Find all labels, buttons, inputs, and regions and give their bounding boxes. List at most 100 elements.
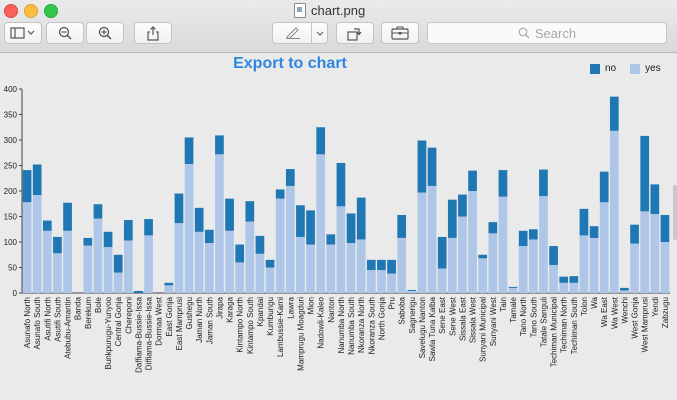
bar-no xyxy=(579,208,589,236)
share-button[interactable] xyxy=(134,22,172,44)
x-tick-label: Kumbungu xyxy=(266,297,275,336)
x-tick-label: Banda xyxy=(74,296,83,320)
legend-swatch-no xyxy=(590,63,600,74)
zoom-in-icon xyxy=(98,26,112,40)
bar-yes xyxy=(123,240,133,293)
x-tick-label: Atebubu-Amantin xyxy=(64,297,73,359)
y-tick-label: 0 xyxy=(13,289,18,298)
sidebar-icon xyxy=(10,27,35,39)
bar-yes xyxy=(589,237,599,293)
x-tick-label: Asutifi South xyxy=(53,297,62,342)
bar-yes xyxy=(93,218,103,293)
bar-no xyxy=(174,193,184,224)
bar-no xyxy=(22,170,32,203)
x-tick-label: Nkoranza South xyxy=(367,297,376,354)
bar-no xyxy=(599,171,609,203)
bar-yes xyxy=(397,237,407,293)
vertical-scrollbar[interactable] xyxy=(673,185,677,240)
bar-no xyxy=(83,237,93,246)
bar-yes xyxy=(285,185,295,293)
bar-no xyxy=(184,137,194,164)
bar-yes xyxy=(599,202,609,293)
bar-no xyxy=(650,184,660,214)
x-tick-label: Techiman Municipal xyxy=(550,297,559,367)
bar-yes xyxy=(417,192,427,293)
markup-pen-button[interactable] xyxy=(272,22,328,44)
x-tick-label: Sunyani Municipal xyxy=(479,297,488,362)
bar-no xyxy=(113,254,123,273)
minimize-window-button[interactable] xyxy=(24,4,38,18)
bar-yes xyxy=(316,154,326,293)
bar-no xyxy=(235,244,245,263)
x-tick-label: Sagnerigu xyxy=(408,297,417,333)
bar-yes xyxy=(498,196,508,293)
y-tick-label: 150 xyxy=(4,213,18,222)
x-tick-label: Gushegu xyxy=(185,297,194,329)
chart-legend: no yes xyxy=(590,63,675,74)
bar-no xyxy=(32,164,42,196)
bar-yes xyxy=(326,244,336,293)
bar-yes xyxy=(660,242,670,293)
x-tick-label: Tatale Sanguli xyxy=(539,297,548,347)
bar-yes xyxy=(255,253,265,293)
x-tick-label: Kpandai xyxy=(256,297,265,327)
x-tick-label: Nanumba South xyxy=(347,297,356,355)
bar-yes xyxy=(42,230,52,293)
x-tick-label: Chereponi xyxy=(124,297,133,334)
bar-no xyxy=(215,135,224,155)
x-tick-label: Mamprugu Moagduri xyxy=(296,297,305,371)
bar-no xyxy=(194,207,204,232)
toolbox-icon xyxy=(391,26,409,40)
bar-yes xyxy=(387,273,396,293)
bar-yes xyxy=(569,282,579,293)
bar-yes xyxy=(174,223,184,293)
bar-yes xyxy=(63,230,72,293)
bar-yes xyxy=(518,246,528,293)
close-window-button[interactable] xyxy=(4,4,18,18)
y-tick-label: 350 xyxy=(4,111,18,120)
bar-no xyxy=(123,220,133,241)
zoom-out-button[interactable] xyxy=(46,22,84,44)
bar-no xyxy=(417,140,427,193)
window-title-text: chart.png xyxy=(311,2,366,18)
x-tick-label: Yendi xyxy=(651,297,660,317)
bar-no xyxy=(407,289,417,291)
sidebar-toggle-button[interactable] xyxy=(4,22,42,44)
x-tick-label: Dormaa West xyxy=(155,296,164,346)
bar-yes xyxy=(22,202,32,293)
bar-no xyxy=(447,199,457,238)
bar-yes xyxy=(144,235,153,293)
bar-no xyxy=(569,276,579,283)
y-tick-label: 400 xyxy=(4,85,18,94)
bar-yes xyxy=(164,285,174,293)
x-tick-label: Lambussie-Karni xyxy=(276,297,285,357)
bar-no xyxy=(245,201,255,222)
bar-yes xyxy=(103,247,113,293)
bar-no xyxy=(630,224,639,244)
x-tick-label: Jirapa xyxy=(215,296,224,318)
toolbox-button[interactable] xyxy=(381,22,419,44)
x-tick-label: Wa West xyxy=(610,296,619,329)
zoom-in-button[interactable] xyxy=(86,22,124,44)
x-tick-label: Tain xyxy=(499,297,508,312)
rotate-button[interactable] xyxy=(336,22,374,44)
bar-no xyxy=(387,259,396,274)
bar-no xyxy=(549,246,558,265)
bar-no xyxy=(296,205,305,237)
bar-no xyxy=(164,282,174,286)
bar-yes xyxy=(508,287,518,293)
window-titlebar: chart.png xyxy=(0,0,677,53)
x-tick-label: Wenchi xyxy=(620,297,629,324)
bar-no xyxy=(346,213,356,244)
search-field[interactable]: Search xyxy=(427,22,667,44)
x-tick-label: Saboba xyxy=(398,296,407,324)
x-tick-label: Berekum xyxy=(84,297,93,329)
zoom-window-button[interactable] xyxy=(44,4,58,18)
x-tick-label: Tamale xyxy=(509,296,518,322)
x-tick-label: Wa xyxy=(590,296,599,308)
pen-icon xyxy=(286,27,300,39)
zoom-out-icon xyxy=(58,26,72,40)
bar-no xyxy=(397,214,407,238)
bar-no xyxy=(306,210,315,245)
